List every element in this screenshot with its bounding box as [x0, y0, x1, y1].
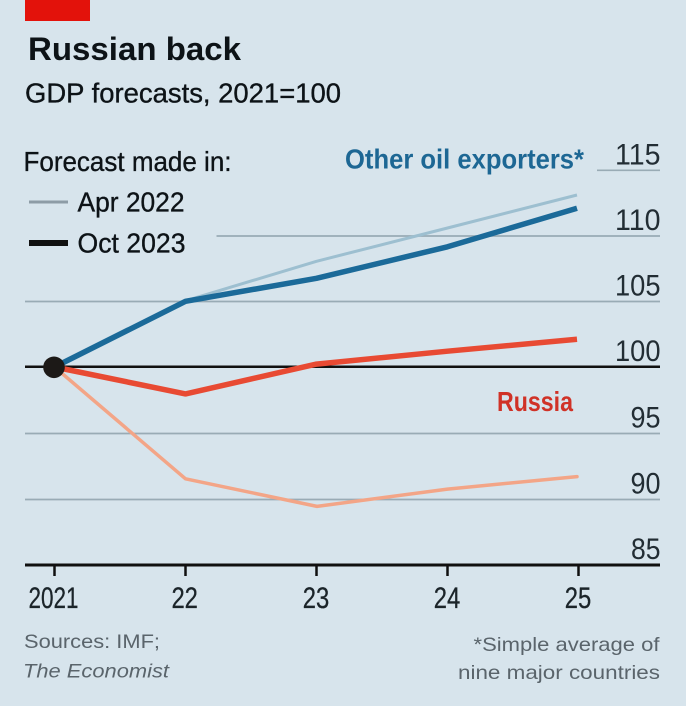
svg-text:24: 24: [434, 582, 461, 615]
svg-text:nine major countries: nine major countries: [458, 662, 660, 684]
svg-text:25: 25: [565, 582, 592, 615]
svg-text:95: 95: [631, 402, 661, 435]
svg-text:110: 110: [615, 204, 661, 237]
svg-text:The Economist: The Economist: [23, 661, 171, 683]
svg-text:GDP forecasts, 2021=100: GDP forecasts, 2021=100: [25, 78, 341, 109]
svg-text:Russian back: Russian back: [28, 31, 241, 67]
svg-text:100: 100: [615, 335, 661, 368]
svg-text:Sources: IMF;: Sources: IMF;: [24, 631, 160, 653]
svg-text:22: 22: [171, 582, 198, 615]
svg-text:Apr 2022: Apr 2022: [78, 186, 185, 217]
svg-text:*Simple average of: *Simple average of: [474, 634, 661, 656]
svg-text:Forecast made in:: Forecast made in:: [24, 146, 232, 177]
svg-text:85: 85: [631, 533, 661, 566]
svg-text:115: 115: [615, 139, 661, 172]
svg-text:23: 23: [303, 582, 330, 615]
svg-text:Russia: Russia: [497, 386, 573, 417]
svg-text:2021: 2021: [29, 582, 79, 615]
svg-text:105: 105: [615, 270, 661, 303]
svg-text:90: 90: [631, 468, 661, 501]
svg-text:Oct 2023: Oct 2023: [78, 227, 186, 258]
svg-text:Other oil exporters*: Other oil exporters*: [345, 144, 584, 175]
